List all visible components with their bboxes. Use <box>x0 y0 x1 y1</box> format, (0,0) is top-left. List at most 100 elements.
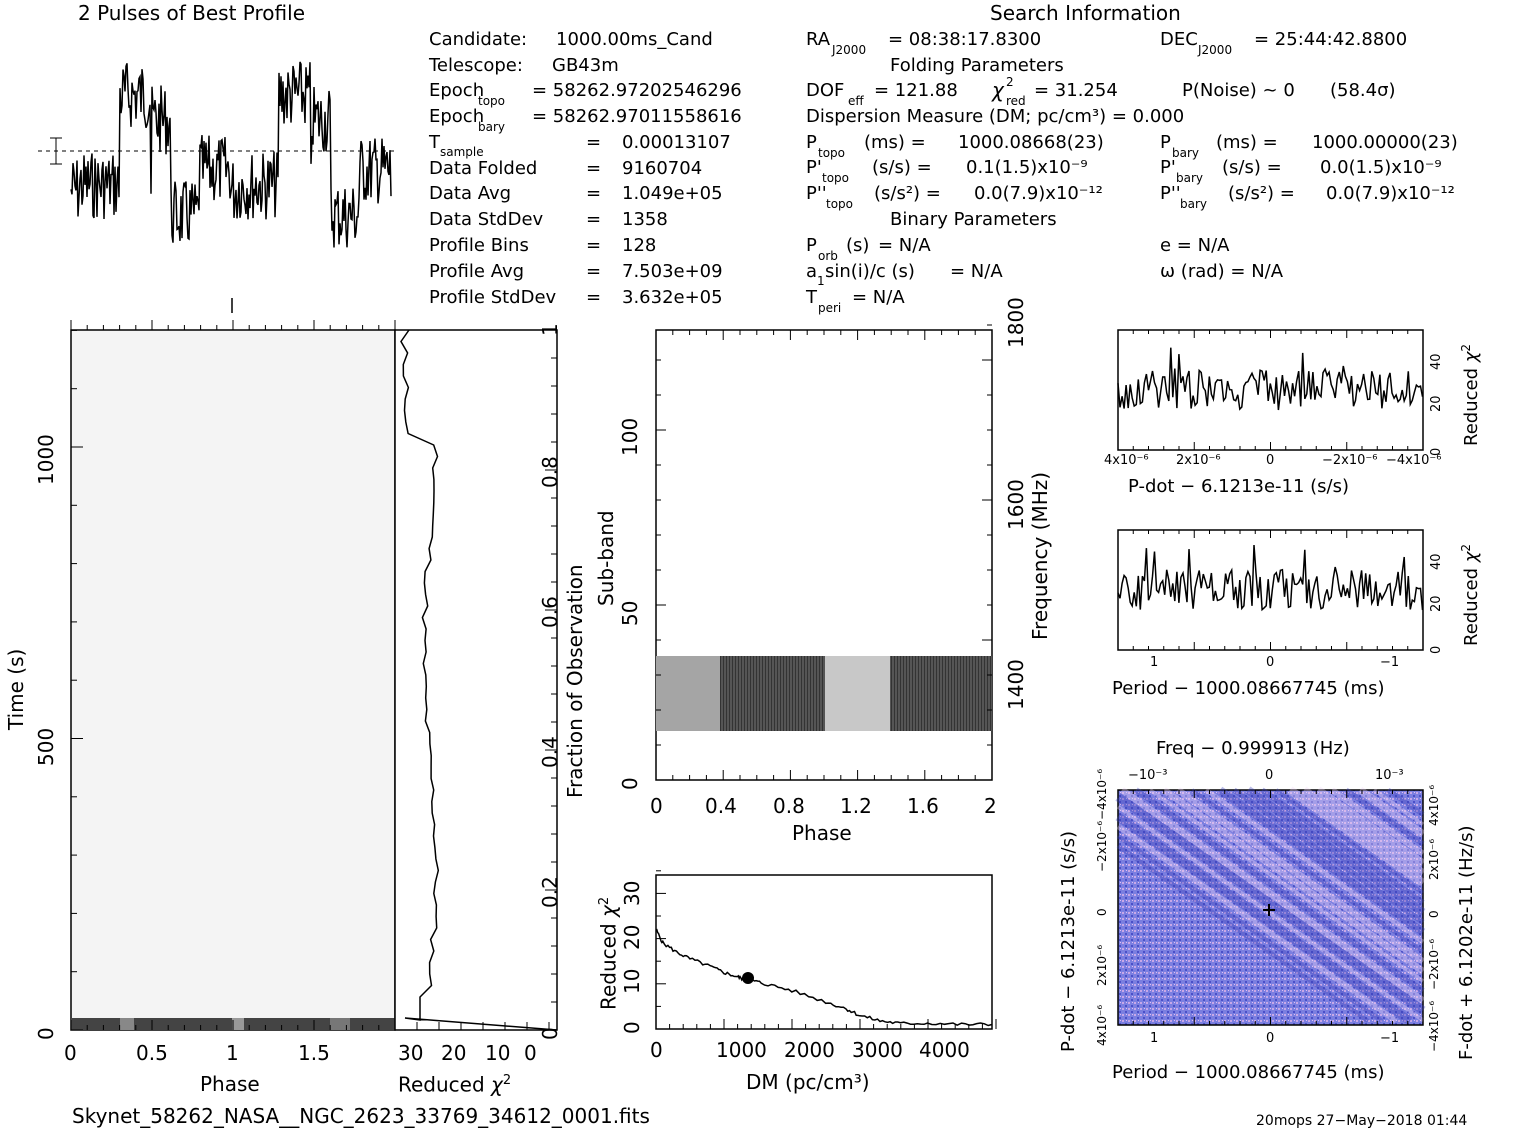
ppdot-stripe <box>1245 786 1426 917</box>
sb-ytick-2: 100 <box>618 417 642 456</box>
ct-ytick-3: 0.6 <box>538 596 562 628</box>
search-info-title: Search Information <box>990 1 1181 25</box>
sigma-value: (58.4σ) <box>1330 80 1396 101</box>
ppdot-stripe <box>1116 844 1370 1023</box>
pp-title: Freq − 0.999913 (Hz) <box>1156 738 1350 759</box>
ppdot-stripe <box>1260 787 1425 906</box>
dm-xtick-0: 0 <box>650 1038 663 1062</box>
tperi-value: = N/A <box>852 287 905 308</box>
pr-ytick-0: 0 <box>1429 645 1444 654</box>
pp-ylabel: P-dot − 6.1213e-11 (s/s) <box>1058 830 1079 1052</box>
ppdot-stripe <box>1120 787 1425 1004</box>
data-stddev-label: Data StdDev <box>429 209 544 230</box>
profile-curve <box>70 61 392 248</box>
pr-ytick-2: 40 <box>1429 553 1444 570</box>
ppdot-stripe <box>1330 787 1425 857</box>
dm-xtick-4: 4000 <box>919 1038 970 1062</box>
ppdot-stripe <box>1134 787 1425 994</box>
tp-xtick-1: 0.5 <box>136 1041 168 1065</box>
ecc-value: e = N/A <box>1160 235 1230 256</box>
ptopo-value: 1000.08668(23) <box>958 132 1104 153</box>
ppdot-stripe <box>1372 788 1425 826</box>
pnoise-value: P(Noise) ~ 0 <box>1182 80 1295 101</box>
ct-xtick-0: 30 <box>398 1041 424 1065</box>
ppdot-stripe <box>1287 786 1426 887</box>
ppdot-stripe <box>1301 786 1426 877</box>
period-curve <box>1117 544 1424 612</box>
folding-title: Folding Parameters <box>890 55 1064 76</box>
pp-ytick-2: 0 <box>1095 908 1109 916</box>
tp-xtick-2: 1 <box>226 1041 239 1065</box>
tp-ytick-0: 0 <box>34 1027 58 1040</box>
dm-plot <box>655 870 997 1030</box>
pp-y2tick-1: −2x10⁻⁶ <box>1427 938 1441 990</box>
sb-y2tick-0: 1400 <box>1004 659 1028 710</box>
dof-value: = 121.88 <box>874 80 958 101</box>
pp-ytick-4: −4x10⁻⁶ <box>1095 768 1109 820</box>
ct-ytick-5: 1 <box>538 323 562 336</box>
tp-ytick-2: 1000 <box>34 434 58 485</box>
pd-xtick-1: 2x10⁻⁶ <box>1176 453 1221 468</box>
pbary-value: 1000.00000(23) <box>1312 132 1458 153</box>
dm-xtick-1: 1000 <box>716 1038 767 1062</box>
data-folded-value: 9160704 <box>622 158 703 179</box>
profile-title: 2 Pulses of Best Profile <box>78 1 305 25</box>
dm-xtick-2: 2000 <box>784 1038 835 1062</box>
footer-filename: Skynet_58262_NASA__NGC_2623_33769_34612_… <box>72 1104 650 1128</box>
profile-bins-value: 128 <box>622 235 657 256</box>
ppdot-stripe <box>1116 805 1425 1022</box>
chi2-value: = 31.254 <box>1034 80 1118 101</box>
ct-xtick-2: 10 <box>485 1041 511 1065</box>
chi2-time-curve <box>400 329 558 1031</box>
pdot-topo-value: 0.1(1.5)x10⁻⁹ <box>966 157 1088 178</box>
sb-ytick-0: 0 <box>618 777 642 790</box>
dm-ytick-1: 10 <box>620 968 644 994</box>
pd-xtick-2: 0 <box>1266 453 1275 468</box>
pp-x2tick-2: 10⁻³ <box>1375 768 1404 783</box>
sb-xtick-2: 0.8 <box>773 794 805 818</box>
p-pdot-plot <box>1115 786 1426 1026</box>
pp-x2tick-0: −10⁻³ <box>1128 768 1168 783</box>
ppdot-stripe <box>1115 813 1413 1025</box>
pp-xtick-0: 1 <box>1150 1031 1159 1046</box>
tp-ytick-1: 500 <box>34 727 58 766</box>
epoch-bary-value: = 58262.97011558616 <box>532 106 742 127</box>
pp-ytick-1: 2x10⁻⁶ <box>1095 944 1109 986</box>
ppdot-stripe <box>1344 787 1425 847</box>
ra-value: = 08:38:17.8300 <box>888 29 1042 50</box>
ppdot-stripe <box>1357 786 1426 838</box>
ct-ylabel: Fraction of Observation <box>563 564 587 798</box>
tp-xtick-0: 0 <box>64 1041 77 1065</box>
ppdot-stripe <box>1162 787 1425 975</box>
pd-xlabel: P-dot − 6.1213e-11 (s/s) <box>1128 476 1350 497</box>
pd-xtick-0: 4x10⁻⁶ <box>1104 453 1149 468</box>
binary-title: Binary Parameters <box>890 209 1057 230</box>
pp-xlabel: Period − 1000.08667745 (ms) <box>1112 1062 1385 1083</box>
pd-ytick-1: 20 <box>1429 395 1444 412</box>
sb-ylabel: Sub-band <box>594 510 618 606</box>
sb-xtick-3: 1.2 <box>840 794 872 818</box>
telescope-value: GB43m <box>552 55 619 76</box>
dm-value: Dispersion Measure (DM; pc/cm³) = 0.000 <box>806 106 1185 127</box>
pdot-curve <box>1117 347 1424 411</box>
ct-ytick-1: 0.2 <box>538 876 562 908</box>
ppdot-stripe <box>1204 788 1425 944</box>
pd-xtick-3: −2x10⁻⁶ <box>1322 453 1378 468</box>
tp-xtick-3: 1.5 <box>298 1041 330 1065</box>
sb-xtick-4: 1.6 <box>907 794 939 818</box>
dm-ytick-3: 30 <box>620 880 644 906</box>
pp-ytick-0: 4x10⁻⁶ <box>1095 1004 1109 1046</box>
tp-ylabel: Time (s) <box>4 648 28 730</box>
ppdot-stripe <box>1116 824 1398 1024</box>
ppdot-stripe <box>1176 787 1425 965</box>
ppdot-stripe <box>1386 787 1425 817</box>
dec-value: = 25:44:42.8800 <box>1254 29 1408 50</box>
dm-xlabel: DM (pc/cm³) <box>746 1070 870 1094</box>
pr-ytick-1: 20 <box>1429 595 1444 612</box>
sb-xlabel: Phase <box>792 821 852 845</box>
pddot-topo-value: 0.0(7.9)x10⁻¹² <box>974 183 1103 204</box>
sb-y2tick-2: 1800 <box>1004 297 1028 348</box>
tsample-label: T <box>429 132 440 153</box>
pdot-bary-value: 0.0(1.5)x10⁻⁹ <box>1320 157 1442 178</box>
